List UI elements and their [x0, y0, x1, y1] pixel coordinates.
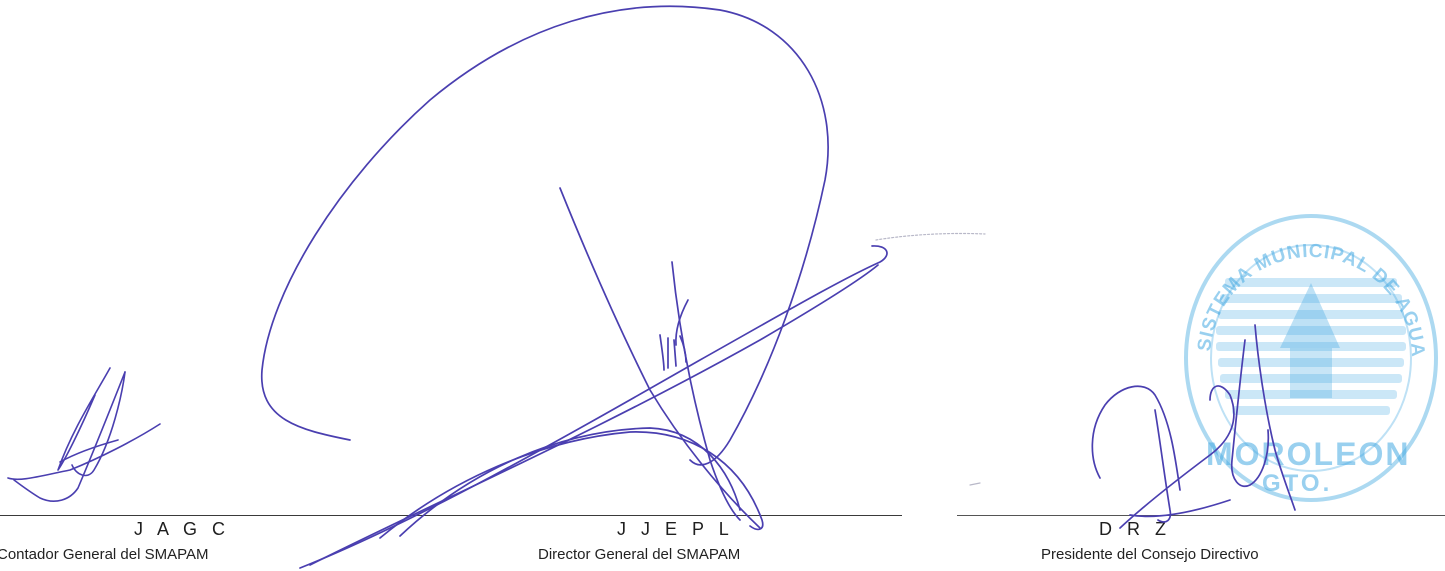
signature-block-director: J J E P L Director General del SMAPAM: [372, 0, 902, 571]
signer-initials: D R Z: [1099, 519, 1171, 539]
signer-initials: J A G C: [134, 519, 231, 539]
signer-role: Director General del SMAPAM: [538, 546, 741, 563]
signer-initials: J J E P L: [617, 519, 734, 539]
signature-block-presidente: D R Z Presidente del Consejo Directivo: [957, 0, 1445, 571]
signature-line: [957, 515, 1445, 516]
signer-role: Presidente del Consejo Directivo: [1041, 546, 1259, 563]
signature-block-contador: J A G C Contador General del SMAPAM: [0, 0, 372, 571]
signature-line: [0, 515, 372, 516]
signer-role: Contador General del SMAPAM: [0, 546, 209, 563]
signature-line: [372, 515, 902, 516]
